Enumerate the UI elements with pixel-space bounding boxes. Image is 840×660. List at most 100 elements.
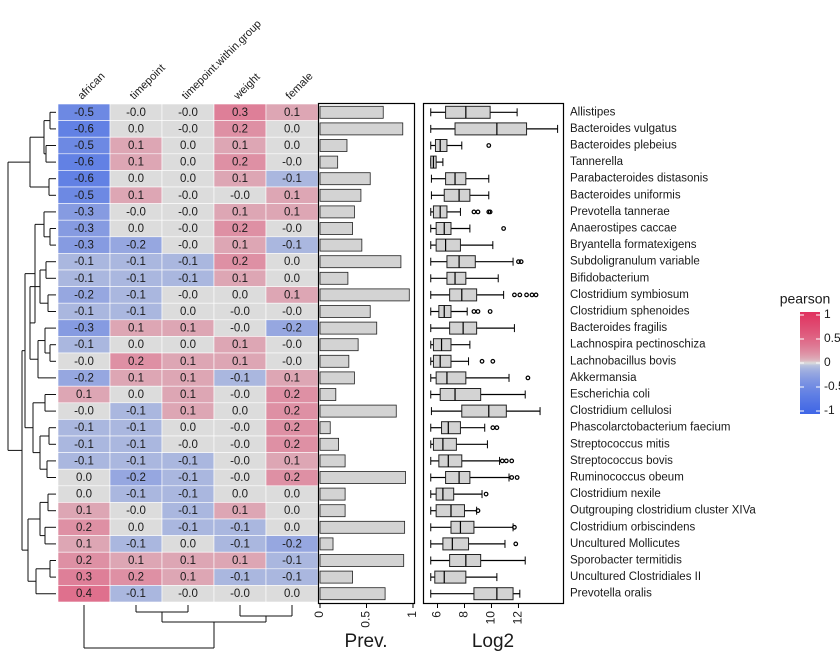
cell-label: 0.2 (232, 223, 248, 235)
bar (319, 570, 353, 584)
cell-label: -0.1 (282, 572, 302, 584)
bar (319, 487, 346, 501)
box (432, 437, 457, 451)
row-label: Uncultured Mollicutes (570, 538, 680, 550)
cell-label: 0.0 (180, 422, 196, 434)
row-label: Streptococcus bovis (570, 455, 673, 467)
bar (319, 139, 348, 152)
cell-label: 0.1 (284, 372, 300, 384)
row-label: Clostridium nexile (570, 488, 661, 500)
box (449, 554, 482, 567)
bar (319, 172, 371, 186)
cell-label: 0.0 (284, 505, 300, 517)
box (443, 188, 471, 202)
bar (319, 388, 337, 401)
bar (319, 554, 405, 567)
cell-label: 0.1 (232, 140, 248, 152)
outlier (513, 541, 519, 547)
cell-label: -0.1 (74, 439, 94, 451)
column-label: weight (231, 71, 263, 103)
outlier (487, 309, 493, 314)
colorbar-title: pearson (780, 291, 831, 307)
cell-label: -0.0 (282, 223, 302, 235)
colorbar-tick-label: 0 (824, 355, 831, 369)
cell-label: 0.1 (284, 206, 300, 218)
box (439, 388, 482, 401)
cell-label: -0.1 (74, 455, 94, 467)
cell-label: 0.1 (232, 505, 248, 517)
cell-label: -0.2 (74, 372, 94, 384)
cell-label: -0.1 (126, 406, 146, 418)
cell-label: -0.1 (178, 489, 198, 501)
cell-label: 0.1 (76, 538, 92, 550)
cell-label: 0.0 (284, 522, 300, 534)
cell-label: 0.0 (284, 123, 300, 135)
row-label: Akkermansia (570, 372, 637, 384)
colorbar-tick-label: -0.5 (824, 379, 840, 393)
cell-label: -0.1 (126, 256, 146, 268)
bar (319, 437, 340, 451)
cell-label: 0.0 (232, 489, 248, 501)
cell-label: 0.2 (232, 157, 248, 169)
cell-label: -0.0 (230, 472, 250, 484)
cell-label: 0.1 (284, 190, 300, 202)
cell-label: -0.0 (178, 240, 198, 252)
box (438, 454, 463, 468)
cell-label: 0.0 (128, 339, 144, 351)
cell-label: -0.1 (230, 538, 250, 550)
cell-label: 0.0 (128, 173, 144, 185)
x-axis-title: Log2 (472, 631, 514, 652)
cell-label: -0.2 (282, 323, 302, 335)
cell-label: 0.1 (180, 372, 196, 384)
cell-label: -0.1 (230, 572, 250, 584)
cell-label: -0.1 (126, 588, 146, 600)
bar (319, 520, 406, 534)
row-label: Clostridium sphenoides (570, 306, 690, 318)
cell-label: 0.1 (284, 107, 300, 119)
cell-label: -0.1 (74, 339, 94, 351)
cell-label: -0.0 (178, 107, 198, 119)
cell-label: 0.2 (284, 389, 300, 401)
cell-label: -0.1 (74, 422, 94, 434)
cell-label: -0.0 (178, 206, 198, 218)
cell-label: -0.1 (126, 489, 146, 501)
row-label: Anaerostipes caccae (570, 223, 677, 235)
cell-label: -0.0 (230, 455, 250, 467)
cell-label: 0.1 (128, 140, 144, 152)
box (432, 338, 452, 352)
cell-label: -0.1 (178, 522, 198, 534)
cell-label: -0.1 (74, 273, 94, 285)
cell-label: 0.1 (180, 389, 196, 401)
cell-label: -0.0 (230, 439, 250, 451)
bar (319, 271, 349, 285)
cell-label: -0.3 (74, 323, 94, 335)
cell-label: 0.1 (76, 389, 92, 401)
box (435, 238, 461, 252)
row-label: Prevotella oralis (570, 588, 652, 600)
outlier (516, 259, 521, 265)
cell-label: -0.2 (126, 472, 146, 484)
row-label: Tannerella (570, 156, 624, 168)
cell-label: 0.1 (128, 157, 144, 169)
box (449, 288, 478, 302)
bar (319, 105, 384, 119)
outlier (486, 143, 492, 148)
cell-label: 0.0 (232, 289, 248, 301)
cell-label: -0.1 (126, 289, 146, 301)
box (461, 404, 507, 418)
cell-label: -0.1 (178, 455, 198, 467)
row-label: Lachnobacillus bovis (570, 355, 676, 367)
cell-label: 0.2 (232, 123, 248, 135)
cell-label: 0.1 (128, 372, 144, 384)
cell-label: -0.6 (74, 123, 94, 135)
cell-label: 0.0 (284, 273, 300, 285)
cell-label: 0.0 (128, 389, 144, 401)
outlier (509, 458, 515, 464)
cell-label: 0.0 (180, 173, 196, 185)
outlier (524, 292, 529, 298)
cell-label: -0.0 (178, 289, 198, 301)
outlier (471, 309, 477, 314)
box (434, 139, 448, 152)
cell-label: 0.2 (284, 422, 300, 434)
outlier (525, 375, 531, 381)
